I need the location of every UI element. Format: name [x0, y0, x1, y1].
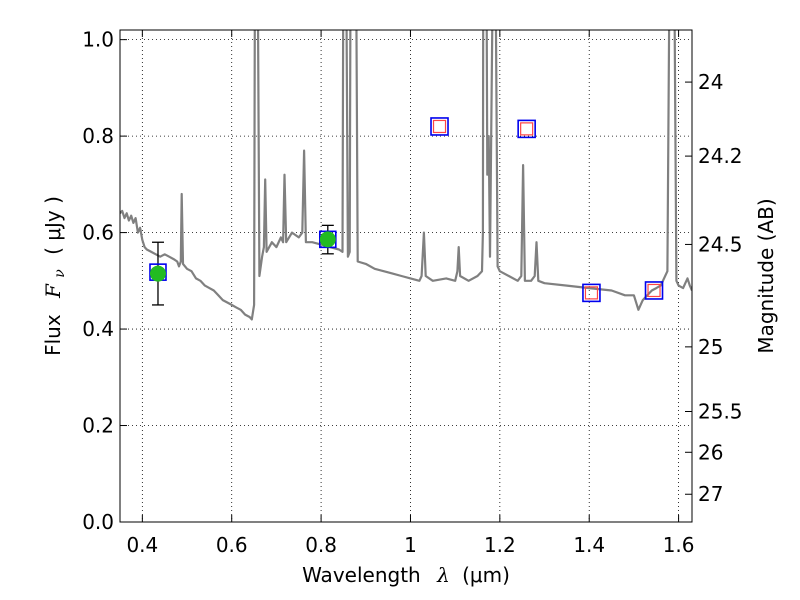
x-tick-label: 0.8	[305, 533, 337, 557]
predicted-photometry-outer-square	[430, 117, 449, 136]
y-axis-label: Flux F ν ( μJy )	[41, 196, 69, 356]
ticks: 0.4 0.6 0.8 1 1.2 1.4 1.6 0.0 0.2 0.4 0.6 0.8 1.0 24 2…	[82, 28, 742, 557]
y-tick-label: 0.2	[82, 414, 114, 438]
y-axis-label-subscript: ν	[52, 269, 68, 278]
x-tick-label: 1	[404, 533, 417, 557]
right-tick-label: 24	[698, 70, 723, 94]
y-axis-label-symbol: F	[41, 283, 65, 299]
y-tick-label: 0.6	[82, 221, 114, 245]
right-tick-label: 25	[698, 335, 723, 359]
data-layer	[120, 30, 692, 321]
predicted-photometry-outer-square	[582, 283, 601, 303]
observed-point	[149, 265, 166, 282]
right-tick-label: 25.5	[698, 399, 743, 423]
plot-background	[120, 30, 692, 522]
x-tick-label: 0.4	[126, 533, 158, 557]
model-sed-line	[120, 30, 692, 321]
predicted-photometry-inner-square	[647, 283, 661, 298]
x-tick-label: 1.2	[484, 533, 516, 557]
right-tick-label: 27	[698, 482, 723, 506]
y-tick-label: 0.4	[82, 317, 114, 341]
marker-layer	[149, 117, 664, 306]
predicted-photometry-outer-square	[517, 119, 536, 139]
predicted-photometry-outer-square	[644, 281, 664, 300]
y-tick-label: 1.0	[82, 28, 114, 52]
right-tick-label: 24.2	[698, 144, 743, 168]
observed-point	[319, 231, 336, 248]
plot-frame	[119, 29, 693, 523]
x-tick-label: 1.6	[663, 533, 695, 557]
x-axis-label: Wavelength λ (μm)	[302, 563, 510, 587]
x-axis-label-symbol: λ	[436, 563, 450, 587]
y-tick-label: 0.0	[82, 510, 114, 534]
x-axis-label-unit: (μm)	[462, 563, 510, 587]
predicted-photometry-inner-square	[584, 286, 599, 300]
right-axis-label: Magnitude (AB)	[754, 198, 778, 353]
predicted-photometry-inner-square	[432, 119, 447, 134]
y-tick-label: 0.8	[82, 124, 114, 148]
x-tick-label: 1.4	[573, 533, 605, 557]
right-tick-label: 24.5	[698, 232, 743, 256]
x-axis-label-prefix: Wavelength	[302, 563, 421, 587]
y-axis-label-prefix: Flux	[41, 314, 65, 356]
predicted-photometry-inner-square	[520, 122, 534, 136]
y-axis-label-unit: ( μJy )	[41, 196, 65, 255]
x-tick-label: 0.6	[216, 533, 248, 557]
right-tick-label: 26	[698, 440, 723, 464]
